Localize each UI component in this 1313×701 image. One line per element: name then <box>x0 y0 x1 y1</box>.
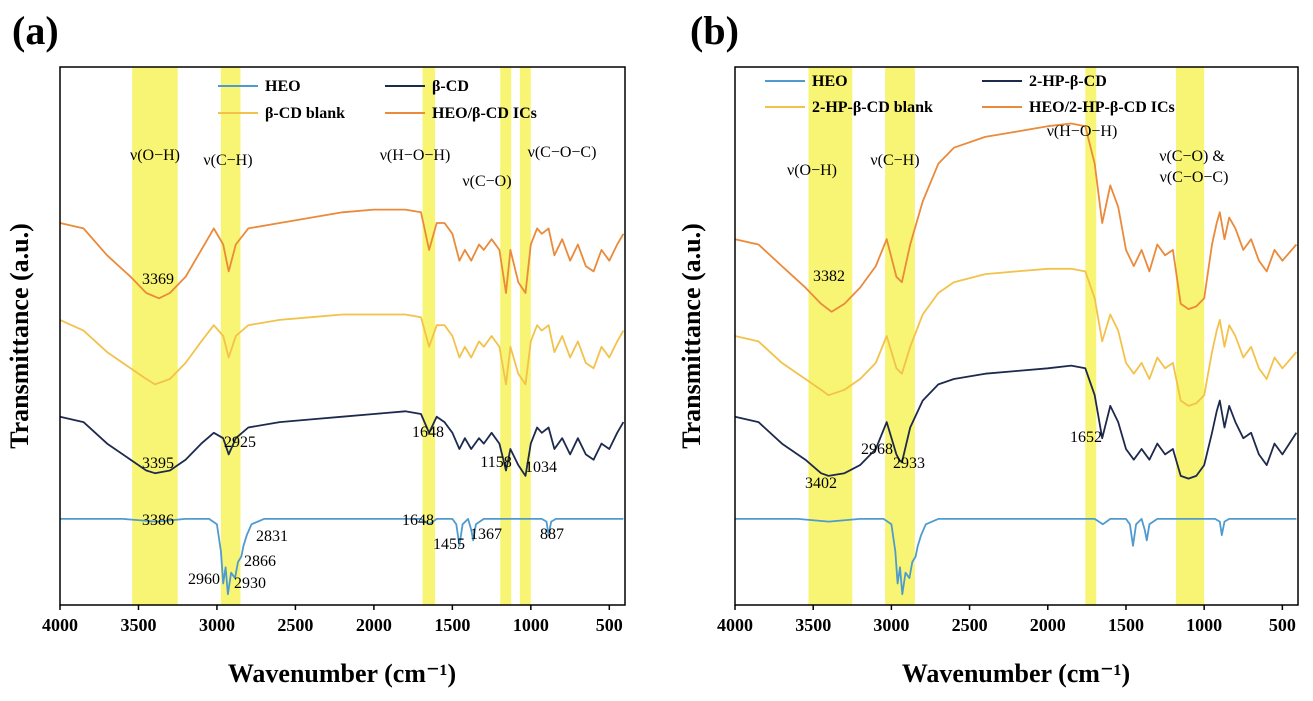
panel-a-highlight-bands <box>132 67 531 605</box>
highlight-band <box>220 67 241 605</box>
band-label-ch: ν(C−H) <box>203 152 252 169</box>
peak-label: 2960 <box>188 571 220 588</box>
legend-label-heo-beta-cd-ics: HEO/β-CD ICs <box>432 105 537 122</box>
band-label-co: ν(C−O) & <box>1159 148 1225 165</box>
legend-label-hp-beta-cd: 2-HP-β-CD <box>1029 73 1107 90</box>
x-tick-label: 2000 <box>1030 615 1066 635</box>
band-label-coc: ν(C−O−C) <box>1160 169 1229 186</box>
band-label-hoh: ν(H−O−H) <box>1047 123 1118 140</box>
peak-label: 3395 <box>142 455 174 472</box>
x-tick-label: 1000 <box>513 615 549 635</box>
band-label-hoh: ν(H−O−H) <box>380 147 451 164</box>
x-tick-label: 3500 <box>120 615 156 635</box>
peak-label: 2925 <box>224 434 256 451</box>
peak-label: 2933 <box>893 455 925 472</box>
panel-b-xlabel: Wavenumber (cm⁻¹) <box>902 659 1130 688</box>
peak-label: 2968 <box>861 441 893 458</box>
peak-label: 1158 <box>480 454 511 471</box>
panel-a-series <box>59 208 625 596</box>
panel-b: (b) 4000 3500 3000 2500 2000 1500 1000 500 Wave… <box>677 8 1299 688</box>
peak-label: 2831 <box>256 528 288 545</box>
x-tick-label: 3000 <box>873 615 909 635</box>
peak-label: 1648 <box>402 512 434 529</box>
x-tick-label: 1500 <box>1108 615 1144 635</box>
x-tick-label: 3000 <box>199 615 235 635</box>
band-label-ch: ν(C−H) <box>870 152 919 169</box>
x-tick-label: 4000 <box>42 615 78 635</box>
legend-label-heo-hp-beta-cd-ics: HEO/2-HP-β-CD ICs <box>1029 99 1175 116</box>
panel-a-x-ticks: 4000 3500 3000 2500 2000 1500 1000 500 <box>42 605 623 635</box>
legend-label-beta-cd: β-CD <box>432 78 469 95</box>
highlight-band <box>808 67 853 605</box>
panel-a-xlabel: Wavenumber (cm⁻¹) <box>228 659 456 688</box>
highlight-band <box>422 67 436 605</box>
legend-label-heo: HEO <box>265 78 301 95</box>
x-tick-label: 1500 <box>434 615 470 635</box>
legend-label-heo: HEO <box>812 73 848 90</box>
panel-b-label: (b) <box>690 8 739 53</box>
series-line-heo-2-hp-cd-ics <box>734 122 1298 313</box>
band-label-coc: ν(C−O−C) <box>528 144 597 161</box>
peak-label: 3382 <box>813 268 845 285</box>
peak-label: 1652 <box>1070 429 1102 446</box>
x-tick-label: 3500 <box>795 615 831 635</box>
highlight-band <box>885 67 915 605</box>
series-line-cd-blank <box>59 313 625 386</box>
series-line-heo <box>60 518 624 596</box>
band-label-oh: ν(O−H) <box>787 162 837 179</box>
series-line-heo <box>735 518 1297 596</box>
panel-b-ylabel: Transmittance (a.u.) <box>677 223 706 449</box>
peak-label: 3386 <box>142 512 174 529</box>
peak-label: 1455 <box>433 536 465 553</box>
x-tick-label: 2500 <box>952 615 988 635</box>
peak-label: 1648 <box>412 424 444 441</box>
band-label-oh: ν(O−H) <box>130 147 180 164</box>
peak-label: 1367 <box>470 526 502 543</box>
x-tick-label: 4000 <box>717 615 753 635</box>
x-tick-label: 500 <box>1269 615 1296 635</box>
highlight-band <box>519 67 531 605</box>
x-tick-label: 2500 <box>277 615 313 635</box>
highlight-band <box>1085 67 1097 605</box>
panel-b-highlight-bands <box>808 67 1205 605</box>
legend-label-beta-cd-blank: β-CD blank <box>265 105 345 122</box>
highlight-band <box>500 67 512 605</box>
panel-b-plot-frame <box>734 66 1299 606</box>
peak-label: 887 <box>540 526 564 543</box>
band-label-co: ν(C−O) <box>462 173 511 190</box>
panel-a-ylabel: Transmittance (a.u.) <box>5 223 34 449</box>
peak-label: 2930 <box>234 575 266 592</box>
panel-a-legend: HEO β-CD β-CD blank HEO/β-CD ICs <box>218 78 537 122</box>
highlight-band <box>132 67 178 605</box>
series-line-2-hp-cd <box>734 364 1298 480</box>
x-tick-label: 1000 <box>1186 615 1222 635</box>
panel-b-x-ticks: 4000 3500 3000 2500 2000 1500 1000 500 <box>717 605 1296 635</box>
peak-label: 1034 <box>525 459 557 476</box>
series-line-heo-cd-ics <box>59 208 625 300</box>
panel-a: (a) 4000 3500 3000 2500 2000 1500 1000 500 Wave… <box>5 8 626 688</box>
peak-label: 3402 <box>805 475 837 492</box>
legend-label-hp-beta-cd-blank: 2-HP-β-CD blank <box>812 99 933 116</box>
x-tick-label: 2000 <box>356 615 392 635</box>
panel-a-label: (a) <box>12 8 59 53</box>
series-line-cd <box>59 410 625 477</box>
highlight-band <box>1176 67 1205 605</box>
x-tick-label: 500 <box>596 615 623 635</box>
peak-label: 3369 <box>142 271 174 288</box>
series-line-2-hp-cd-blank <box>734 267 1298 407</box>
peak-label: 2866 <box>244 553 276 570</box>
panel-b-series <box>734 122 1298 596</box>
panel-a-plot-frame <box>59 66 626 606</box>
panel-b-legend: HEO 2-HP-β-CD 2-HP-β-CD blank HEO/2-HP-β… <box>765 73 1175 116</box>
